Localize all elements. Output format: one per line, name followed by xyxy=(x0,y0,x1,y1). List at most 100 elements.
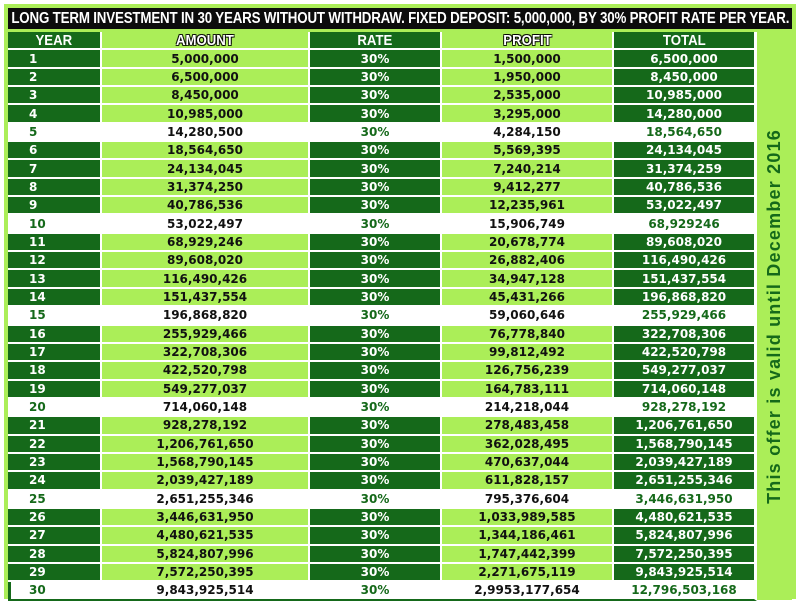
cell-total: 5,824,807,996 xyxy=(614,527,754,544)
cell-rate: 30% xyxy=(310,160,440,177)
cell-rate: 30% xyxy=(310,142,440,159)
cell-profit: 164,783,111 xyxy=(442,380,612,397)
cell-profit: 59,060,646 xyxy=(442,307,612,324)
cell-year: 6 xyxy=(8,142,100,159)
cell-amount: 31,374,250 xyxy=(102,178,308,196)
cell-profit: 1,344,186,461 xyxy=(442,527,612,544)
cell-total: 68,929246 xyxy=(614,215,754,232)
cell-total: 40,786,536 xyxy=(614,178,754,196)
side-strip: This offer is valid until December 2016 xyxy=(757,32,792,600)
cell-rate: 30% xyxy=(310,435,440,452)
cell-profit: 12,235,961 xyxy=(442,197,612,214)
cell-rate: 30% xyxy=(310,288,440,306)
cell-rate: 30% xyxy=(310,105,440,122)
cell-profit: 214,218,044 xyxy=(442,398,612,416)
cell-amount: 8,450,000 xyxy=(102,87,308,104)
cell-rate: 30% xyxy=(310,545,440,562)
cell-total: 18,564,650 xyxy=(614,123,754,141)
cell-profit: 278,483,458 xyxy=(442,417,612,434)
cell-rate: 30% xyxy=(310,325,440,342)
cell-amount: 89,608,020 xyxy=(102,252,308,269)
cell-total: 24,134,045 xyxy=(614,142,754,159)
cell-total: 196,868,820 xyxy=(614,288,754,306)
cell-year: 4 xyxy=(8,105,100,122)
cell-profit: 7,240,214 xyxy=(442,160,612,177)
cell-year: 16 xyxy=(8,325,100,342)
cell-total: 2,039,427,189 xyxy=(614,453,754,471)
cell-total: 31,374,259 xyxy=(614,160,754,177)
cell-year: 7 xyxy=(8,160,100,177)
cell-rate: 30% xyxy=(310,563,440,581)
cell-amount: 10,985,000 xyxy=(102,105,308,122)
cell-total: 2,651,255,346 xyxy=(614,472,754,489)
cell-total: 928,278,192 xyxy=(614,398,754,416)
cell-profit: 34,947,128 xyxy=(442,270,612,287)
cell-profit: 26,882,406 xyxy=(442,252,612,269)
cell-year: 12 xyxy=(8,252,100,269)
cell-rate: 30% xyxy=(310,380,440,397)
cell-year: 17 xyxy=(8,343,100,361)
cell-amount: 116,490,426 xyxy=(102,270,308,287)
cell-rate: 30% xyxy=(310,343,440,361)
cell-amount: 5,824,807,996 xyxy=(102,545,308,562)
cell-amount: 322,708,306 xyxy=(102,343,308,361)
cell-amount: 24,134,045 xyxy=(102,160,308,177)
cell-total: 549,277,037 xyxy=(614,362,754,379)
cell-year: 13 xyxy=(8,270,100,287)
cell-total: 151,437,554 xyxy=(614,270,754,287)
cell-amount: 3,446,631,950 xyxy=(102,508,308,526)
cell-profit: 126,756,239 xyxy=(442,362,612,379)
cell-amount: 928,278,192 xyxy=(102,417,308,434)
cell-total: 10,985,000 xyxy=(614,87,754,104)
cell-year: 19 xyxy=(8,380,100,397)
cell-total: 89,608,020 xyxy=(614,233,754,251)
cell-amount: 9,843,925,514 xyxy=(102,582,308,599)
cell-profit: 9,412,277 xyxy=(442,178,612,196)
cell-rate: 30% xyxy=(310,362,440,379)
cell-profit: 2,9953,177,654 xyxy=(442,582,612,599)
cell-year: 15 xyxy=(8,307,100,324)
cell-total: 8,450,000 xyxy=(614,68,754,86)
cell-profit: 470,637,044 xyxy=(442,453,612,471)
cell-profit: 362,028,495 xyxy=(442,435,612,452)
cell-year: 5 xyxy=(8,123,100,141)
header-year: YEAR xyxy=(8,32,100,49)
cell-rate: 30% xyxy=(310,527,440,544)
cell-rate: 30% xyxy=(310,252,440,269)
cell-total: 9,843,925,514 xyxy=(614,563,754,581)
cell-year: 24 xyxy=(8,472,100,489)
cell-year: 18 xyxy=(8,362,100,379)
cell-profit: 2,535,000 xyxy=(442,87,612,104)
cell-rate: 30% xyxy=(310,508,440,526)
cell-rate: 30% xyxy=(310,123,440,141)
cell-year: 1 xyxy=(8,50,100,67)
content-area: YEAR AMOUNT RATE PROFIT TOTAL 1 5,000,000… xyxy=(8,32,792,601)
header-amount: AMOUNT xyxy=(102,32,308,49)
cell-total: 7,572,250,395 xyxy=(614,545,754,562)
cell-total: 1,568,790,145 xyxy=(614,435,754,452)
cell-rate: 30% xyxy=(310,398,440,416)
page-title: LONG TERM INVESTMENT IN 30 YEARS WITHOUT… xyxy=(11,9,789,27)
cell-year: 26 xyxy=(8,508,100,526)
cell-amount: 18,564,650 xyxy=(102,142,308,159)
cell-year: 2 xyxy=(8,68,100,86)
cell-profit: 15,906,749 xyxy=(442,215,612,232)
cell-year: 8 xyxy=(8,178,100,196)
cell-profit: 4,284,150 xyxy=(442,123,612,141)
cell-profit: 1,500,000 xyxy=(442,50,612,67)
header-total: TOTAL xyxy=(614,32,754,49)
cell-total: 14,280,000 xyxy=(614,105,754,122)
cell-total: 6,500,000 xyxy=(614,50,754,67)
cell-profit: 795,376,604 xyxy=(442,490,612,507)
cell-year: 3 xyxy=(8,87,100,104)
cell-total: 53,022,497 xyxy=(614,197,754,214)
cell-rate: 30% xyxy=(310,197,440,214)
cell-amount: 2,039,427,189 xyxy=(102,472,308,489)
cell-amount: 53,022,497 xyxy=(102,215,308,232)
cell-amount: 68,929,246 xyxy=(102,233,308,251)
cell-total: 255,929,466 xyxy=(614,307,754,324)
cell-rate: 30% xyxy=(310,417,440,434)
cell-profit: 45,431,266 xyxy=(442,288,612,306)
cell-year: 27 xyxy=(8,527,100,544)
cell-rate: 30% xyxy=(310,307,440,324)
